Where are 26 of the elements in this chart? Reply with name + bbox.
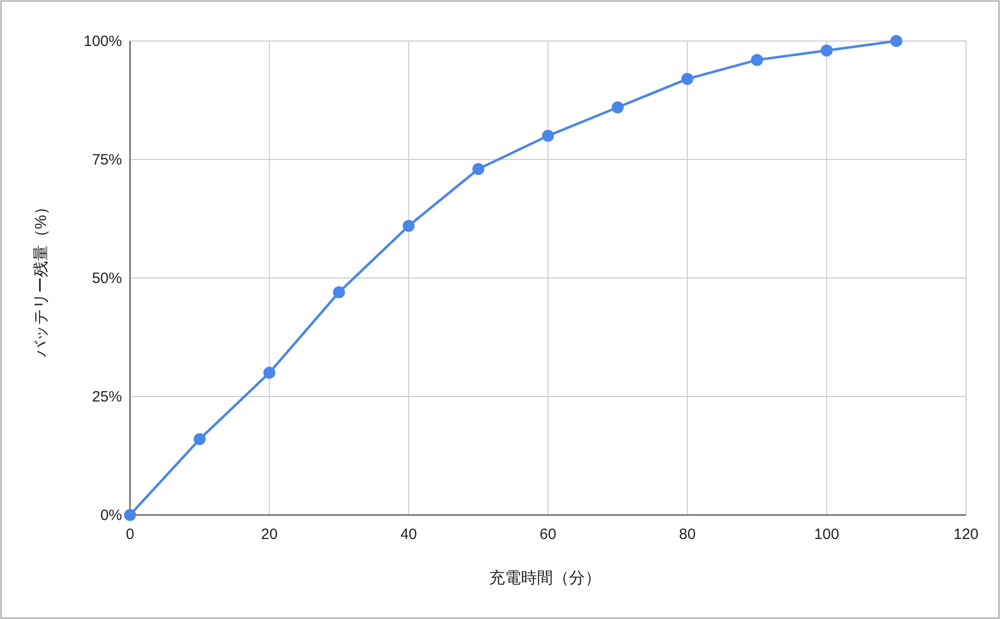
x-tick-label: 120 [953, 526, 979, 543]
x-tick-label: 40 [400, 526, 418, 543]
x-axis-title: 充電時間（分） [489, 569, 601, 587]
point [890, 35, 902, 47]
x-tick-label: 0 [126, 526, 134, 543]
point [263, 366, 276, 379]
point [333, 286, 345, 298]
x-tick-label: 20 [260, 526, 278, 543]
y-tick-label: 25% [92, 388, 122, 406]
point [820, 44, 833, 56]
point [402, 220, 415, 232]
point [542, 130, 554, 142]
y-tick-label: 0% [100, 507, 122, 524]
y-tick-label: 50% [92, 270, 122, 287]
point [472, 162, 484, 175]
x-tick-label: 60 [540, 526, 556, 543]
point [681, 72, 694, 85]
point [612, 101, 624, 114]
y-tick-label: 75% [92, 152, 122, 168]
x-tick-label: 80 [678, 526, 696, 543]
point [194, 433, 206, 446]
y-axis-title: バッテリー残量（%） [32, 198, 50, 358]
point [124, 509, 136, 521]
point [751, 54, 763, 66]
y-tick-label: 100% [84, 33, 122, 50]
x-tick-label: 100 [814, 526, 840, 543]
